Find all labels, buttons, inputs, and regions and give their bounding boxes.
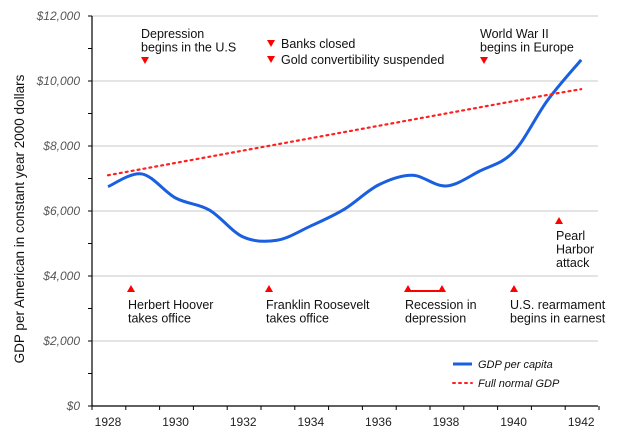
annotation-line: Depression <box>141 27 204 41</box>
annotation-line: World War II <box>480 27 549 41</box>
annotation-label: Herbert Hoover takes office <box>128 298 213 326</box>
annotation-line: Herbert Hoover <box>128 298 213 312</box>
annotation-line: begins in earnest <box>510 312 606 326</box>
gdp-per-capita-line <box>107 58 583 243</box>
x-tick-label: 1930 <box>162 415 189 429</box>
triangle-up-icon <box>127 285 135 292</box>
triangle-up-icon <box>265 285 273 292</box>
legend: GDP per capita Full normal GDP <box>452 359 560 390</box>
triangle-down-icon <box>267 56 275 63</box>
annotation-line: Recession in <box>405 298 477 312</box>
triangle-up-icon <box>555 217 563 224</box>
annotation-label: Gold convertibility suspended <box>281 53 444 67</box>
x-tick-label: 1928 <box>95 415 122 429</box>
triangle-down-icon <box>267 40 275 47</box>
y-tick-label: $12,000 <box>36 9 81 23</box>
y-tick-label: $10,000 <box>36 74 81 88</box>
triangle-up-icon <box>510 285 518 292</box>
legend-label: Full normal GDP <box>478 378 560 390</box>
triangle-down-icon <box>141 57 149 64</box>
y-tick-label: $6,000 <box>42 204 80 218</box>
annotation-line: takes office <box>128 312 191 326</box>
annotation-label: Franklin Roosevelt takes office <box>266 298 370 326</box>
x-tick-label: 1942 <box>568 415 595 429</box>
annotation-label: World War II begins in Europe <box>480 27 574 55</box>
annotation-line: Franklin Roosevelt <box>266 298 370 312</box>
x-tick-label: 1938 <box>433 415 460 429</box>
y-axis-label: GDP per American in constant year 2000 d… <box>12 74 27 363</box>
annotation-line: begins in Europe <box>480 41 574 55</box>
full-normal-gdp-line <box>106 88 583 177</box>
x-tick-label: 1940 <box>500 415 527 429</box>
y-tick-label: $2,000 <box>42 334 80 348</box>
y-tick-label: $4,000 <box>42 269 80 283</box>
annotation-line: Harbor <box>556 243 594 257</box>
x-tick-label: 1934 <box>297 415 324 429</box>
triangle-down-icon <box>480 57 488 64</box>
annotation-label: Banks closed <box>281 37 355 51</box>
x-tick-label: 1932 <box>230 415 257 429</box>
x-tick-label: 1936 <box>365 415 392 429</box>
annotation-line: U.S. rearmament <box>510 298 606 312</box>
annotation-line: begins in the U.S <box>141 41 236 55</box>
annotation-label: U.S. rearmament begins in earnest <box>510 298 606 326</box>
annotation-label: Pearl Harbor attack <box>556 229 594 270</box>
y-tick-label: $8,000 <box>42 139 80 153</box>
annotation-label: Recession in depression <box>405 298 477 326</box>
annotation-line: Pearl <box>556 229 585 243</box>
y-tick-label: $0 <box>66 399 81 413</box>
annotation-line: takes office <box>266 312 329 326</box>
annotation-line: Gold convertibility suspended <box>281 53 444 67</box>
annotation-line: depression <box>405 312 466 326</box>
annotation-line: attack <box>556 256 590 270</box>
annotation-label: Depression begins in the U.S <box>141 27 236 55</box>
legend-label: GDP per capita <box>478 359 553 371</box>
annotation-line: Banks closed <box>281 37 355 51</box>
